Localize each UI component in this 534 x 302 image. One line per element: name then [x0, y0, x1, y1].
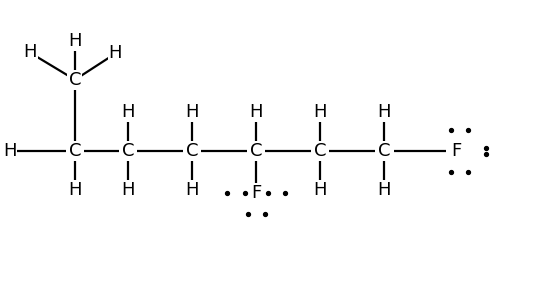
Text: H: H: [378, 103, 391, 121]
Text: C: C: [314, 142, 327, 160]
Text: C: C: [122, 142, 135, 160]
Text: H: H: [121, 103, 135, 121]
Text: C: C: [186, 142, 199, 160]
Text: H: H: [108, 44, 122, 62]
Text: H: H: [185, 103, 199, 121]
Text: C: C: [68, 71, 81, 89]
Text: C: C: [68, 142, 81, 160]
Text: H: H: [313, 181, 327, 199]
Text: C: C: [250, 142, 263, 160]
Text: H: H: [68, 32, 82, 50]
Text: H: H: [249, 103, 263, 121]
Text: C: C: [378, 142, 391, 160]
Text: H: H: [3, 142, 17, 160]
Text: H: H: [185, 181, 199, 199]
Text: H: H: [68, 181, 82, 199]
Text: H: H: [121, 181, 135, 199]
Text: H: H: [378, 181, 391, 199]
Text: F: F: [251, 184, 262, 202]
Text: H: H: [23, 43, 37, 61]
Text: F: F: [451, 142, 462, 160]
Text: H: H: [313, 103, 327, 121]
